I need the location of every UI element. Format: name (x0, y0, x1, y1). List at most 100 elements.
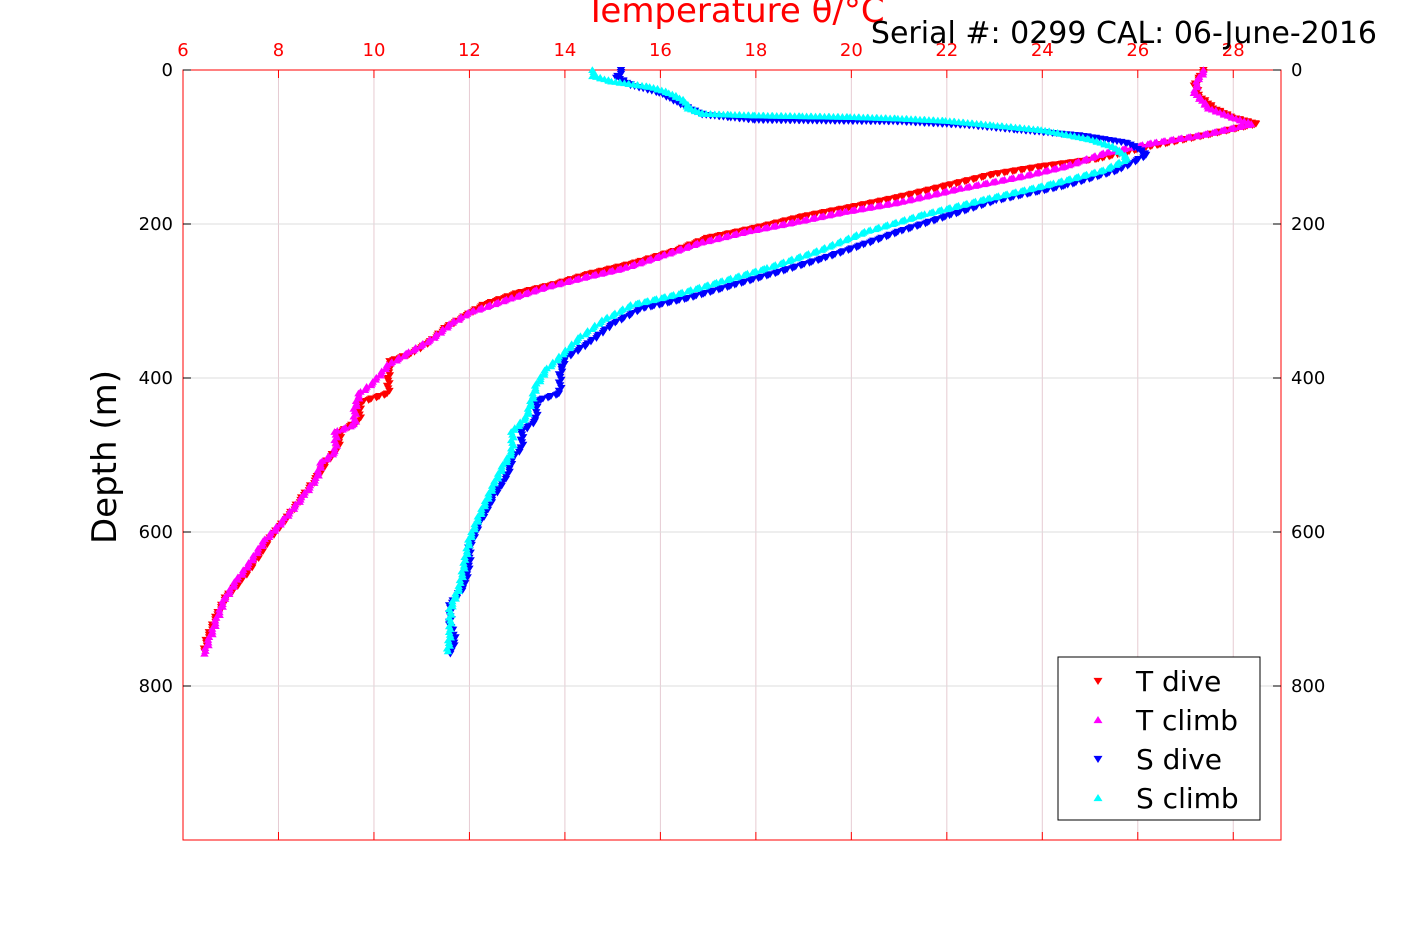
data-point (833, 209, 842, 217)
x-tick-label: 20 (840, 40, 863, 61)
y-tick-label-left: 400 (139, 368, 173, 389)
data-point (304, 486, 314, 494)
data-point (623, 303, 632, 311)
x-tick-label: 14 (553, 40, 576, 61)
data-point (366, 381, 376, 389)
data-point (243, 563, 252, 571)
data-point (914, 212, 923, 220)
data-point (950, 203, 960, 210)
data-point (605, 268, 614, 275)
data-point (1217, 127, 1226, 134)
data-point (690, 241, 699, 249)
data-point (841, 236, 850, 244)
data-point (1095, 167, 1105, 175)
data-point (462, 547, 472, 555)
data-point (1191, 132, 1200, 140)
data-point (784, 257, 793, 265)
legend-marker (1093, 755, 1103, 764)
data-point (751, 226, 761, 234)
data-point (474, 305, 484, 313)
data-point (520, 290, 530, 298)
legend-marker (1093, 715, 1103, 724)
series-s-climb (442, 66, 1132, 655)
data-point (640, 298, 649, 306)
y-tick-label-right: 400 (1291, 368, 1325, 389)
data-point (1111, 161, 1121, 168)
data-point (237, 571, 247, 578)
data-point (665, 292, 675, 300)
data-point (799, 216, 808, 224)
data-point (588, 325, 597, 333)
data-point (720, 233, 730, 241)
legend: T dive T climb S dive S climb (1057, 656, 1261, 821)
data-point (1016, 187, 1026, 195)
data-point (586, 338, 596, 346)
data-point (976, 196, 985, 204)
y-tick-label-left: 200 (139, 214, 173, 235)
data-point (376, 371, 385, 379)
data-point (257, 542, 267, 549)
data-point (996, 177, 1006, 184)
data-point (1005, 175, 1015, 183)
data-point (631, 300, 641, 308)
legend-item: S dive (1093, 743, 1222, 776)
data-point (381, 365, 391, 373)
data-point (1071, 159, 1080, 167)
data-point (461, 311, 471, 319)
data-point (665, 249, 674, 257)
data-point (990, 193, 1000, 201)
data-point (515, 448, 524, 456)
data-point (346, 422, 355, 430)
data-point (571, 338, 581, 346)
data-point (1025, 185, 1035, 193)
data-point (328, 450, 338, 458)
data-point (904, 196, 914, 204)
data-point (493, 489, 502, 497)
data-point (289, 505, 299, 512)
data-point (681, 244, 691, 251)
legend-label: T climb (1135, 704, 1238, 737)
data-point (999, 191, 1008, 199)
data-point (430, 334, 439, 341)
data-point (1057, 163, 1066, 171)
legend-label: S climb (1136, 782, 1239, 815)
x-tick-label: 8 (273, 40, 284, 61)
x-tick-label: 18 (744, 40, 767, 61)
data-point (959, 201, 968, 208)
data-point (674, 290, 683, 297)
data-point (595, 320, 604, 327)
data-point (691, 285, 701, 293)
legend-marker (1093, 677, 1103, 686)
axis-ticks: 6 8 10 12 14 16 18 20 22 24 26 28 0 0 200 200 400 400 600 6… (139, 40, 1325, 840)
data-point (1054, 178, 1063, 186)
legend-label: T dive (1135, 665, 1221, 698)
x-tick-label: 22 (935, 40, 958, 61)
x-tick-label: 10 (363, 40, 386, 61)
plot-frame (182, 69, 1282, 841)
x-tick-label: 12 (458, 40, 481, 61)
chart-subtitle: Serial #: 0299 CAL: 06-June-2016 (871, 16, 1377, 51)
data-point (1079, 172, 1088, 179)
data-point (416, 342, 425, 350)
data-point (497, 482, 506, 490)
data-point (514, 422, 524, 430)
data-point (322, 455, 331, 463)
data-point (607, 312, 617, 319)
series-t-climb (200, 66, 1256, 657)
data-point (657, 294, 666, 302)
data-point (264, 533, 274, 541)
data-point (855, 205, 865, 213)
data-point (464, 535, 473, 543)
data-point (737, 229, 747, 236)
data-point (613, 266, 623, 273)
data-point (562, 278, 572, 286)
data-point (825, 242, 834, 250)
y-tick-label-right: 0 (1291, 60, 1302, 81)
data-point (651, 254, 661, 262)
data-point (546, 362, 556, 370)
data-point (248, 556, 257, 564)
data-point (1062, 176, 1072, 184)
data-point (501, 475, 511, 483)
data-point (760, 224, 769, 232)
data-point (700, 282, 709, 290)
